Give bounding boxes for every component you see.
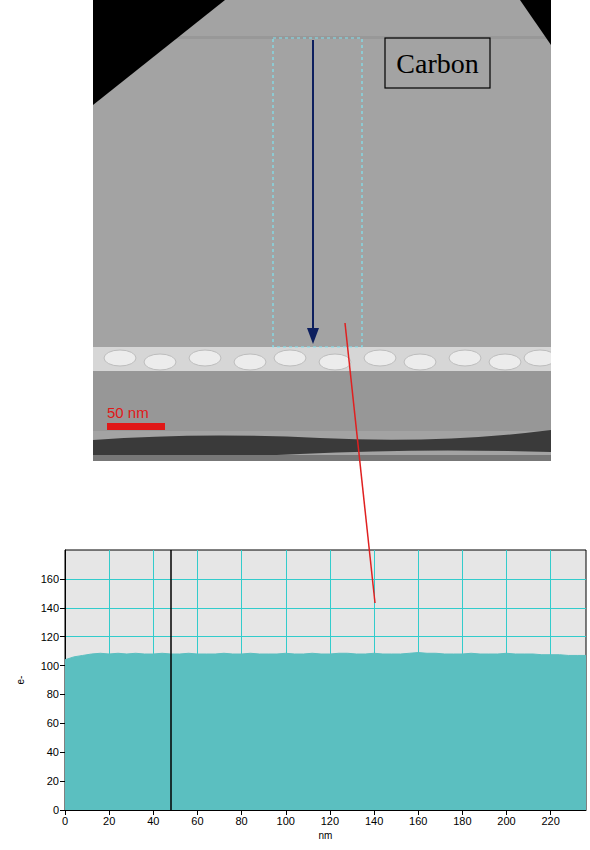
svg-text:180: 180 <box>453 815 471 827</box>
svg-text:80: 80 <box>47 688 59 700</box>
svg-text:40: 40 <box>147 815 159 827</box>
svg-text:80: 80 <box>235 815 247 827</box>
svg-text:0: 0 <box>53 804 59 816</box>
svg-text:20: 20 <box>47 775 59 787</box>
svg-text:220: 220 <box>541 815 559 827</box>
svg-text:nm: nm <box>319 830 333 841</box>
svg-text:140: 140 <box>41 602 59 614</box>
svg-text:100: 100 <box>41 660 59 672</box>
svg-text:40: 40 <box>47 746 59 758</box>
svg-text:e-: e- <box>15 676 26 685</box>
svg-text:160: 160 <box>409 815 427 827</box>
svg-text:60: 60 <box>47 717 59 729</box>
svg-text:200: 200 <box>497 815 515 827</box>
svg-text:160: 160 <box>41 573 59 585</box>
svg-text:100: 100 <box>277 815 295 827</box>
svg-text:140: 140 <box>365 815 383 827</box>
svg-text:0: 0 <box>62 815 68 827</box>
svg-text:60: 60 <box>191 815 203 827</box>
svg-text:20: 20 <box>103 815 115 827</box>
svg-text:50 nm: 50 nm <box>107 404 149 421</box>
svg-text:Carbon: Carbon <box>396 48 478 79</box>
svg-text:120: 120 <box>321 815 339 827</box>
svg-text:120: 120 <box>41 631 59 643</box>
